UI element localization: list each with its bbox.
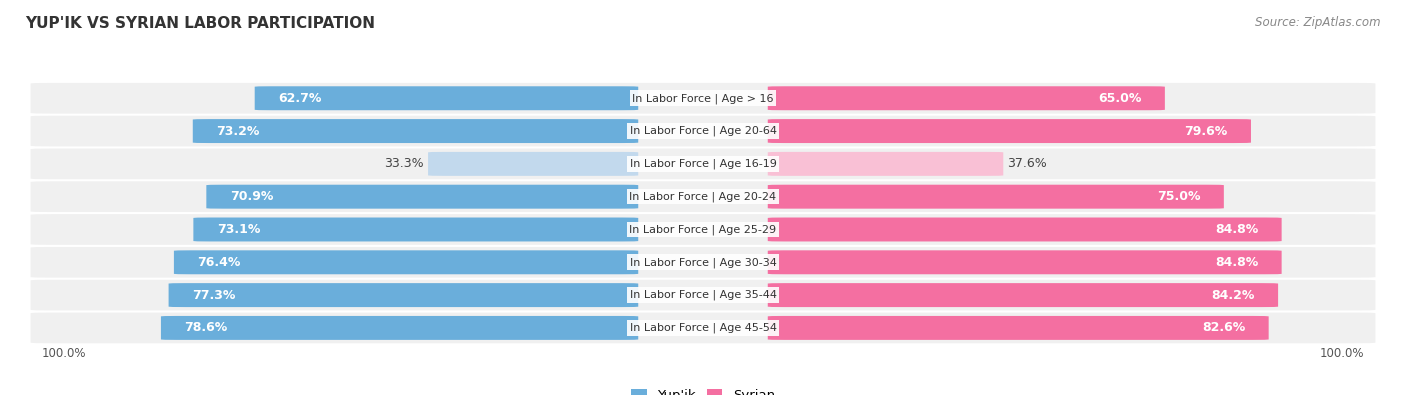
Text: 78.6%: 78.6%: [184, 322, 228, 335]
Text: Source: ZipAtlas.com: Source: ZipAtlas.com: [1256, 16, 1381, 29]
Text: In Labor Force | Age 20-64: In Labor Force | Age 20-64: [630, 126, 776, 136]
FancyBboxPatch shape: [768, 119, 1251, 143]
Text: In Labor Force | Age 30-34: In Labor Force | Age 30-34: [630, 257, 776, 267]
Text: 73.1%: 73.1%: [217, 223, 260, 236]
FancyBboxPatch shape: [193, 119, 638, 143]
FancyBboxPatch shape: [31, 83, 1375, 114]
FancyBboxPatch shape: [31, 214, 1375, 245]
Text: 82.6%: 82.6%: [1202, 322, 1246, 335]
Text: 65.0%: 65.0%: [1098, 92, 1142, 105]
Text: In Labor Force | Age 35-44: In Labor Force | Age 35-44: [630, 290, 776, 300]
Text: 84.8%: 84.8%: [1215, 223, 1258, 236]
Text: In Labor Force | Age 45-54: In Labor Force | Age 45-54: [630, 323, 776, 333]
FancyBboxPatch shape: [254, 86, 638, 110]
FancyBboxPatch shape: [768, 316, 1268, 340]
FancyBboxPatch shape: [194, 218, 638, 241]
Text: 76.4%: 76.4%: [197, 256, 240, 269]
FancyBboxPatch shape: [160, 316, 638, 340]
Legend: Yup'ik, Syrian: Yup'ik, Syrian: [626, 384, 780, 395]
FancyBboxPatch shape: [768, 218, 1282, 241]
Text: In Labor Force | Age > 16: In Labor Force | Age > 16: [633, 93, 773, 103]
Text: 33.3%: 33.3%: [384, 157, 425, 170]
Text: 70.9%: 70.9%: [229, 190, 273, 203]
Text: 77.3%: 77.3%: [193, 289, 235, 302]
Text: 73.2%: 73.2%: [217, 124, 260, 137]
FancyBboxPatch shape: [31, 116, 1375, 147]
FancyBboxPatch shape: [427, 152, 638, 176]
Text: 100.0%: 100.0%: [42, 347, 86, 360]
Text: In Labor Force | Age 20-24: In Labor Force | Age 20-24: [630, 192, 776, 202]
Text: 62.7%: 62.7%: [278, 92, 322, 105]
FancyBboxPatch shape: [31, 247, 1375, 278]
Text: 79.6%: 79.6%: [1184, 124, 1227, 137]
Text: In Labor Force | Age 16-19: In Labor Force | Age 16-19: [630, 159, 776, 169]
FancyBboxPatch shape: [207, 185, 638, 209]
Text: In Labor Force | Age 25-29: In Labor Force | Age 25-29: [630, 224, 776, 235]
FancyBboxPatch shape: [768, 86, 1164, 110]
Text: 37.6%: 37.6%: [1008, 157, 1047, 170]
FancyBboxPatch shape: [169, 283, 638, 307]
FancyBboxPatch shape: [31, 181, 1375, 212]
FancyBboxPatch shape: [174, 250, 638, 274]
Text: 100.0%: 100.0%: [1320, 347, 1364, 360]
FancyBboxPatch shape: [768, 185, 1223, 209]
FancyBboxPatch shape: [768, 152, 1004, 176]
FancyBboxPatch shape: [31, 280, 1375, 310]
FancyBboxPatch shape: [768, 283, 1278, 307]
Text: 84.2%: 84.2%: [1212, 289, 1254, 302]
FancyBboxPatch shape: [31, 149, 1375, 179]
Text: 75.0%: 75.0%: [1157, 190, 1201, 203]
Text: YUP'IK VS SYRIAN LABOR PARTICIPATION: YUP'IK VS SYRIAN LABOR PARTICIPATION: [25, 16, 375, 31]
FancyBboxPatch shape: [31, 312, 1375, 343]
Text: 84.8%: 84.8%: [1215, 256, 1258, 269]
FancyBboxPatch shape: [768, 250, 1282, 274]
